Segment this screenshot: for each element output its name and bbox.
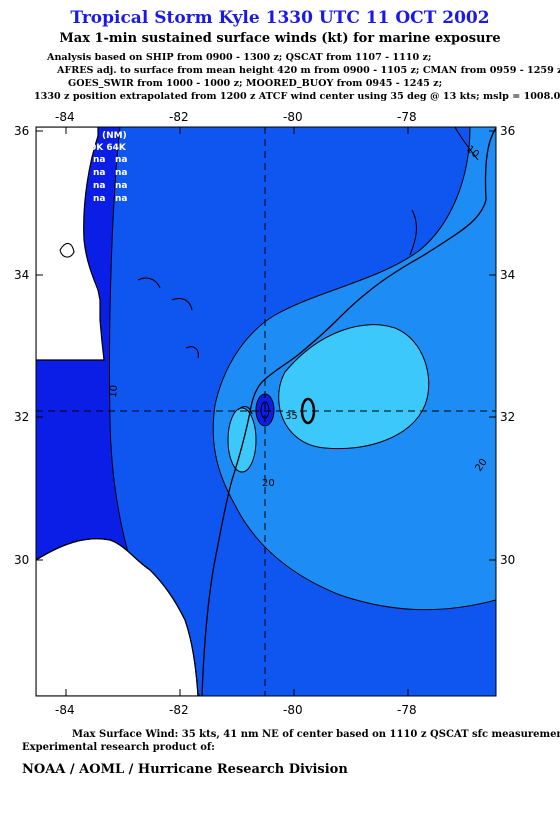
lon-tick-label: -84 bbox=[55, 703, 75, 717]
radii-legend: (NM) 0K 64K na na na na na na na na bbox=[90, 131, 127, 204]
analysis-line-4: 1330 z position extrapolated from 1200 z… bbox=[34, 91, 560, 102]
contour-label: 10 bbox=[108, 385, 120, 399]
lat-tick-label: 34 bbox=[500, 268, 515, 282]
organization: NOAA / AOML / Hurricane Research Divisio… bbox=[22, 762, 348, 777]
analysis-line-2: AFRES adj. to surface from mean height 4… bbox=[57, 65, 560, 76]
legend-value: na bbox=[93, 194, 105, 204]
lat-tick-label: 32 bbox=[500, 410, 515, 424]
lon-tick-label: -78 bbox=[397, 110, 417, 124]
legend-value: na bbox=[93, 181, 105, 191]
lon-tick-label: -82 bbox=[169, 110, 189, 124]
lat-tick-label: 36 bbox=[14, 124, 29, 138]
max-wind-note: Max Surface Wind: 35 kts, 41 nm NE of ce… bbox=[72, 729, 560, 740]
lat-axis-right: 36 34 32 30 bbox=[489, 124, 515, 567]
analysis-line-3: GOES_SWIR from 1000 - 1000 z; MOORED_BUO… bbox=[68, 78, 443, 89]
legend-value: na bbox=[115, 194, 127, 204]
lat-tick-label: 34 bbox=[14, 268, 29, 282]
legend-value: na bbox=[93, 168, 105, 178]
lat-tick-label: 32 bbox=[14, 410, 29, 424]
legend-value: na bbox=[115, 168, 127, 178]
lon-tick-label: -78 bbox=[397, 703, 417, 717]
legend-header: (NM) bbox=[102, 131, 127, 141]
legend-value: na bbox=[115, 155, 127, 165]
lon-tick-label: -82 bbox=[169, 703, 189, 717]
contour-label: 35 bbox=[285, 411, 298, 422]
lat-tick-label: 30 bbox=[500, 553, 515, 567]
product-note: Experimental research product of: bbox=[22, 742, 215, 753]
lon-tick-label: -80 bbox=[283, 110, 303, 124]
lon-axis-bottom: -84 -82 -80 -78 bbox=[55, 689, 417, 717]
contour-label: 20 bbox=[262, 478, 275, 489]
legend-value: na bbox=[93, 155, 105, 165]
lon-axis-top: -84 -82 -80 -78 bbox=[55, 110, 417, 134]
coastline bbox=[201, 127, 496, 696]
band-gt30 bbox=[278, 324, 429, 449]
chart-subtitle: Max 1-min sustained surface winds (kt) f… bbox=[59, 31, 501, 46]
lat-tick-label: 30 bbox=[14, 553, 29, 567]
legend-value: na bbox=[115, 181, 127, 191]
lat-tick-label: 36 bbox=[500, 124, 515, 138]
lon-tick-label: -80 bbox=[283, 703, 303, 717]
chart-title: Tropical Storm Kyle 1330 UTC 11 OCT 2002 bbox=[70, 8, 490, 28]
legend-columns: 0K 64K bbox=[90, 143, 127, 153]
lat-axis-left: 36 34 32 30 bbox=[14, 124, 43, 567]
lon-tick-label: -84 bbox=[55, 110, 75, 124]
analysis-line-1: Analysis based on SHIP from 0900 - 1300 … bbox=[47, 52, 432, 63]
